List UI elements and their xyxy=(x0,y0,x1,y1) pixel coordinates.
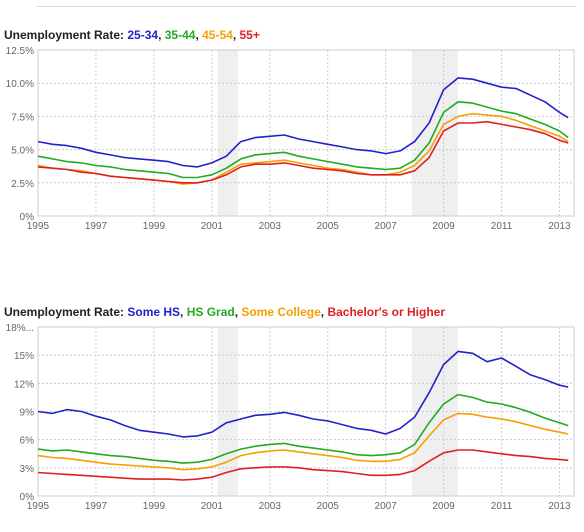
series-line xyxy=(37,449,569,481)
series-line xyxy=(37,120,569,184)
y-tick-label: 12.5% xyxy=(6,46,34,57)
x-tick-label: 1995 xyxy=(27,501,50,512)
title-part: 45-54 xyxy=(202,28,233,42)
title-part: Unemployment Rate: xyxy=(4,28,128,42)
title-part: , xyxy=(232,28,240,42)
title-part: Bachelor's or Higher xyxy=(327,305,445,319)
x-tick-label: 1999 xyxy=(143,221,166,232)
chart-title: Unemployment Rate: Some HS, HS Grad, Som… xyxy=(4,305,445,319)
x-tick-label: 2003 xyxy=(259,501,282,512)
y-tick-label: 9% xyxy=(20,408,35,419)
y-tick-label: 10.0% xyxy=(6,79,34,90)
title-part: Some HS xyxy=(127,305,181,319)
title-part: Some College xyxy=(241,305,321,319)
title-part: 55+ xyxy=(239,28,260,42)
y-tick-label: 0% xyxy=(20,492,35,503)
title-part: HS Grad xyxy=(186,305,235,319)
x-tick-label: 1995 xyxy=(27,221,50,232)
chart-age-groups: Unemployment Rate: 25-34, 35-44, 45-54, … xyxy=(0,0,584,260)
x-tick-label: 2003 xyxy=(259,221,282,232)
chart-title: Unemployment Rate: 25-34, 35-44, 45-54, … xyxy=(4,28,260,42)
title-part: 25-34 xyxy=(127,28,159,42)
title-part: , xyxy=(320,305,328,319)
y-tick-label: 6% xyxy=(20,436,35,447)
plot-frame xyxy=(37,49,575,217)
title-part: Unemployment Rate: xyxy=(4,305,128,319)
x-tick-label: 2009 xyxy=(432,221,455,232)
x-tick-label: 2009 xyxy=(432,501,455,512)
title-part: , xyxy=(234,305,242,319)
x-tick-label: 2007 xyxy=(375,501,398,512)
x-tick-label: 1997 xyxy=(85,221,108,232)
y-tick-label: 5.0% xyxy=(11,146,34,157)
y-tick-label: 2.5% xyxy=(11,179,34,190)
y-tick-label: 18%... xyxy=(6,323,34,334)
x-tick-label: 1999 xyxy=(143,501,166,512)
y-tick-label: 3% xyxy=(20,464,35,475)
x-tick-label: 1997 xyxy=(85,501,108,512)
top-divider xyxy=(36,6,576,7)
series-line xyxy=(37,77,569,168)
x-tick-label: 2013 xyxy=(548,221,571,232)
title-part: , xyxy=(158,28,165,42)
title-part: , xyxy=(180,305,187,319)
x-tick-label: 2005 xyxy=(317,501,340,512)
series-line xyxy=(37,412,569,471)
series-line xyxy=(37,393,569,464)
title-part: , xyxy=(195,28,203,42)
x-tick-label: 2011 xyxy=(491,221,513,232)
series-line xyxy=(37,350,569,438)
series-line xyxy=(37,101,569,179)
y-tick-label: 12% xyxy=(14,379,34,390)
x-tick-label: 2013 xyxy=(548,501,571,512)
x-tick-label: 2011 xyxy=(491,501,513,512)
x-tick-label: 2007 xyxy=(375,221,398,232)
y-tick-label: 0% xyxy=(20,212,35,223)
y-tick-label: 15% xyxy=(14,351,34,362)
recession-band xyxy=(411,50,459,216)
x-tick-label: 2001 xyxy=(201,221,224,232)
chart-plot: 0% 2.5% 5.0% 7.5% 10.0% 12.5% 1995 1997 1999 2001… xyxy=(6,46,575,232)
x-tick-label: 2001 xyxy=(201,501,224,512)
x-tick-label: 2005 xyxy=(317,221,340,232)
title-part: 35-44 xyxy=(164,28,196,42)
y-tick-label: 7.5% xyxy=(11,112,34,123)
